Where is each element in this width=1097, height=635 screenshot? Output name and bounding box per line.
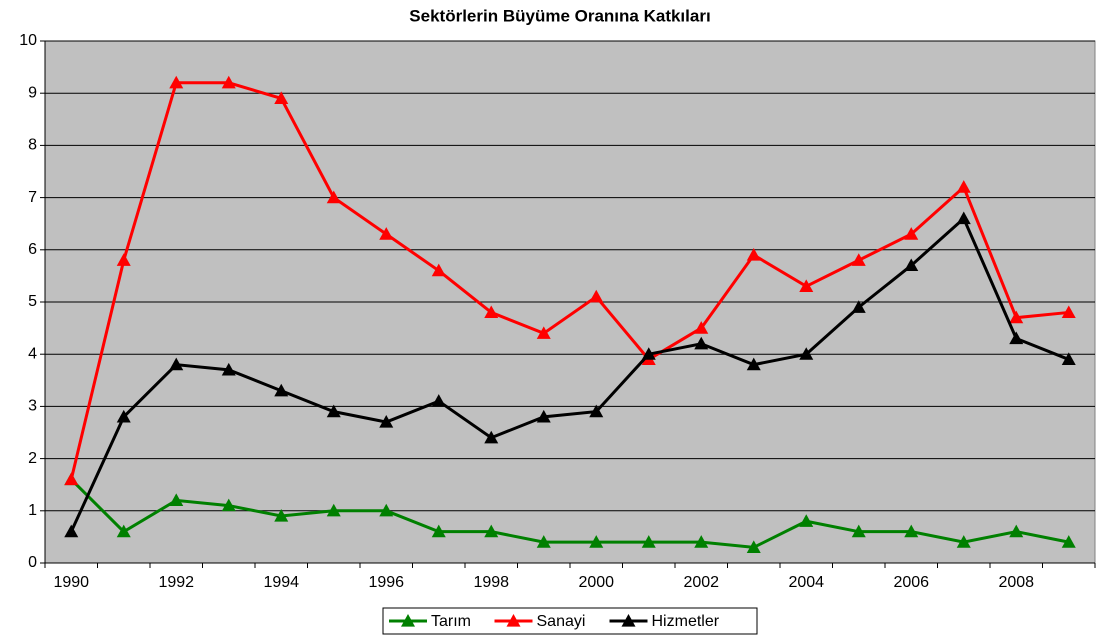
point-marker <box>274 509 289 522</box>
legend-box <box>382 607 758 635</box>
point-marker <box>1061 352 1076 366</box>
point-marker <box>484 430 499 444</box>
x-tick-label: 2004 <box>788 574 824 591</box>
x-tick-label: 2008 <box>998 574 1034 591</box>
point-marker <box>956 535 971 548</box>
legend-label: Hizmetler <box>652 613 720 630</box>
point-marker <box>221 498 236 512</box>
x-tick-label: 2000 <box>578 574 614 591</box>
point-marker <box>799 347 814 360</box>
point-marker <box>326 190 341 204</box>
y-tick-label: 7 <box>28 189 37 206</box>
point-marker <box>956 180 971 193</box>
point-marker <box>956 211 971 225</box>
point-marker <box>1009 524 1024 538</box>
y-tick-label: 5 <box>28 293 37 310</box>
point-marker <box>851 253 866 266</box>
point-marker <box>589 289 604 303</box>
x-tick-label: 1998 <box>473 574 509 591</box>
point-marker <box>1009 331 1024 345</box>
y-tick-label: 3 <box>28 398 37 415</box>
point-marker <box>1009 310 1024 324</box>
y-tick-label: 8 <box>28 137 37 154</box>
chart-title: Sektörlerin Büyüme Oranına Katkıları <box>409 6 710 25</box>
point-marker <box>274 383 289 397</box>
point-marker <box>379 503 394 517</box>
point-marker <box>431 524 446 538</box>
point-marker <box>169 75 184 89</box>
point-marker <box>904 227 919 240</box>
point-marker <box>694 336 709 350</box>
y-tick-label: 4 <box>28 345 37 362</box>
point-marker <box>431 263 446 277</box>
x-tick-label: 2006 <box>893 574 929 591</box>
point-marker <box>746 357 761 371</box>
x-tick-label: 1990 <box>53 574 89 591</box>
point-marker <box>221 75 236 89</box>
point-marker <box>1061 535 1076 548</box>
point-marker <box>851 524 866 538</box>
point-marker <box>694 535 709 548</box>
series-line <box>69 215 1070 533</box>
y-tick-label: 10 <box>19 32 37 49</box>
point-marker <box>904 258 919 272</box>
y-tick-label: 1 <box>28 502 37 519</box>
point-marker <box>326 503 341 517</box>
point-marker <box>379 415 394 428</box>
point-marker <box>641 535 656 548</box>
point-marker <box>536 535 551 548</box>
point-marker <box>116 524 131 538</box>
legend-label: Tarım <box>431 613 471 630</box>
legend-marker <box>506 614 521 627</box>
point-marker <box>746 248 761 261</box>
point-marker <box>64 524 79 538</box>
point-marker <box>274 91 289 105</box>
point-marker <box>64 472 79 486</box>
x-tick-label: 1996 <box>368 574 404 591</box>
legend-marker <box>401 614 415 627</box>
legend-label: Sanayi <box>537 613 586 630</box>
point-marker <box>694 321 709 334</box>
x-tick-label: 1992 <box>158 574 194 591</box>
series-line <box>70 478 1070 549</box>
point-marker <box>116 409 131 423</box>
point-marker <box>484 524 499 538</box>
point-marker <box>641 347 656 360</box>
point-marker <box>431 394 446 407</box>
point-marker <box>221 362 236 376</box>
point-marker <box>589 404 604 418</box>
point-marker <box>589 535 604 548</box>
point-marker <box>799 514 814 527</box>
y-tick-label: 6 <box>28 241 37 258</box>
x-tick-label: 2002 <box>683 574 719 591</box>
series-line <box>69 81 1069 480</box>
point-marker <box>484 305 499 319</box>
point-marker <box>799 279 814 292</box>
point-marker <box>904 524 919 538</box>
point-marker <box>326 404 341 418</box>
point-marker <box>116 253 131 266</box>
point-marker <box>536 326 551 339</box>
y-tick-label: 9 <box>28 84 37 101</box>
x-tick-label: 1994 <box>263 574 299 591</box>
y-tick-label: 0 <box>28 554 37 571</box>
point-marker <box>746 540 761 553</box>
point-marker <box>169 493 184 506</box>
point-marker <box>851 300 866 313</box>
point-marker <box>169 357 184 371</box>
point-marker <box>379 227 394 240</box>
legend-marker <box>621 614 636 627</box>
point-marker <box>536 409 551 423</box>
y-tick-label: 2 <box>28 450 37 467</box>
point-marker <box>1061 305 1076 319</box>
